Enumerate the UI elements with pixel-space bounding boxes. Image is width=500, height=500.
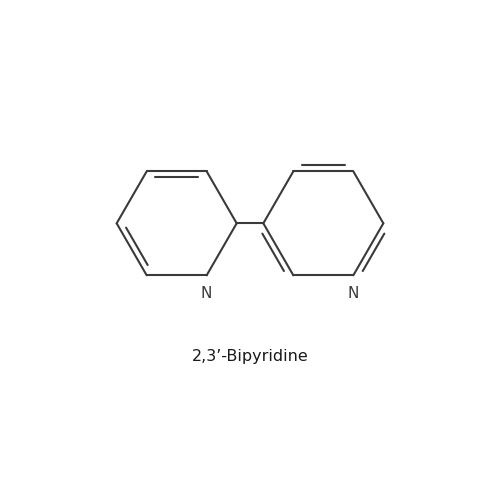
Text: 2,3’-Bipyridine: 2,3’-Bipyridine	[192, 349, 308, 364]
Text: N: N	[348, 286, 359, 301]
Text: N: N	[201, 286, 212, 301]
